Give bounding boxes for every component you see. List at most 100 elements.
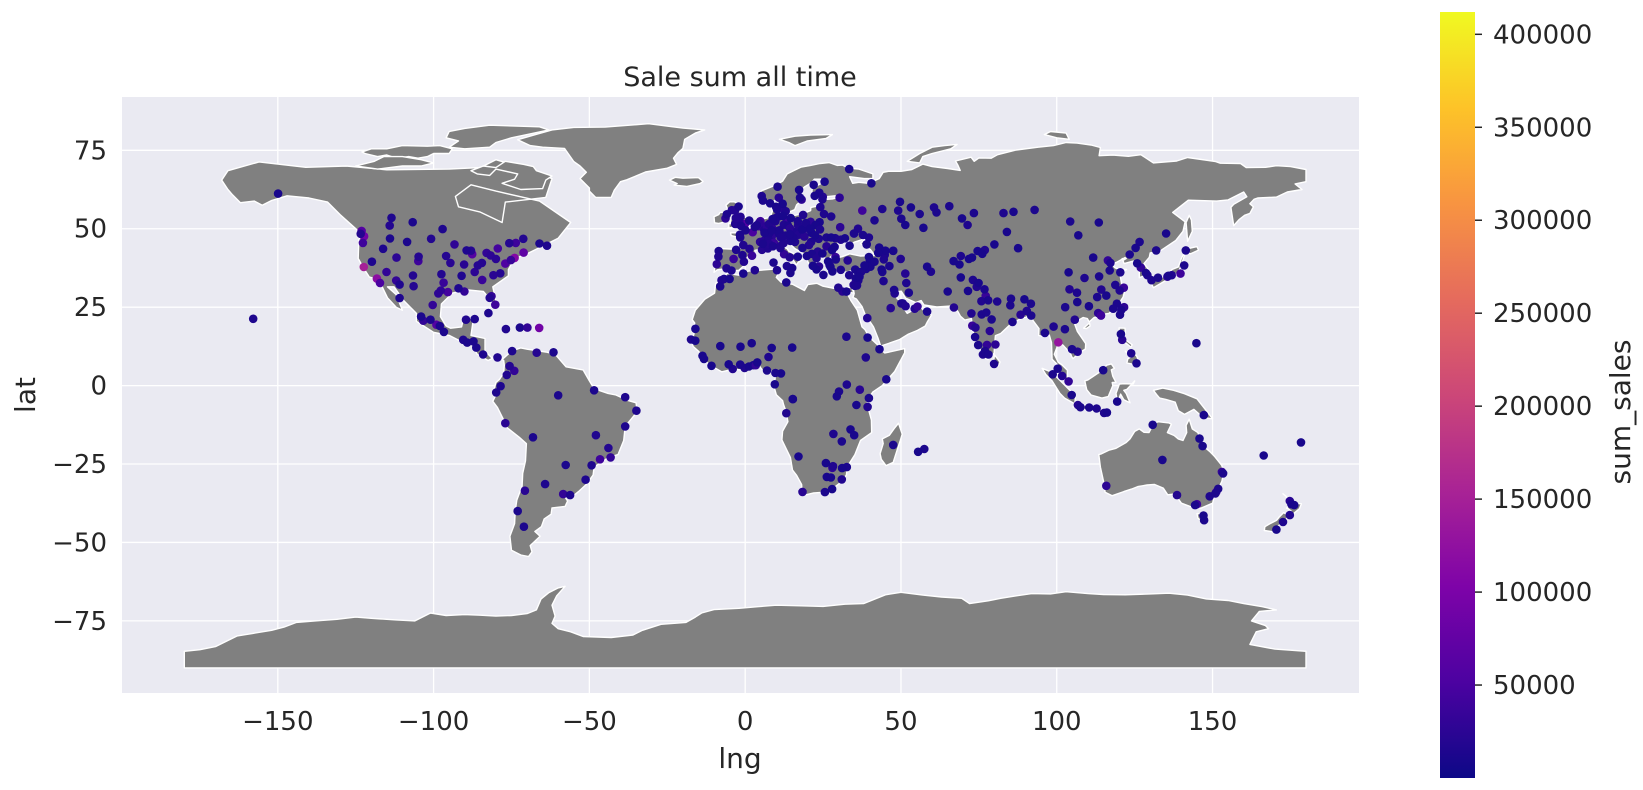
- sales-point: [984, 350, 993, 359]
- sales-point: [1147, 275, 1156, 285]
- sales-points: [248, 164, 1306, 534]
- sales-point: [843, 256, 852, 265]
- sales-point: [879, 255, 889, 264]
- sales-point: [1057, 371, 1067, 381]
- sales-point: [1026, 299, 1036, 309]
- sales-point: [1064, 377, 1073, 386]
- colorbar-tick-label: 100000: [1493, 578, 1592, 608]
- sales-point: [744, 216, 754, 225]
- sales-point: [816, 202, 825, 212]
- x-axis-ticks: −150 −100 −50 0 50 100 150: [242, 707, 1237, 737]
- sales-point: [773, 182, 782, 191]
- sales-point: [963, 286, 973, 296]
- sales-point: [829, 429, 838, 439]
- sales-point: [858, 230, 868, 240]
- sales-point: [793, 216, 803, 226]
- colorbar-tick-label: 150000: [1493, 485, 1592, 515]
- sales-point: [491, 254, 501, 264]
- land-shape: [183, 585, 1307, 669]
- sales-point: [747, 251, 757, 260]
- sales-point: [426, 234, 436, 244]
- sales-point: [885, 261, 894, 271]
- sales-point: [915, 209, 924, 219]
- sales-point: [862, 240, 871, 249]
- sales-point: [778, 199, 787, 208]
- sales-point: [446, 258, 455, 268]
- sales-point: [441, 251, 451, 261]
- sales-point: [747, 338, 756, 348]
- sales-point: [505, 238, 514, 248]
- y-tick-label: 50: [74, 215, 107, 245]
- sales-point: [949, 256, 958, 266]
- sales-point: [1006, 294, 1016, 304]
- sales-point: [767, 226, 776, 235]
- sales-point: [1195, 434, 1204, 443]
- sales-point: [428, 300, 438, 310]
- sales-point: [978, 249, 987, 259]
- sales-point: [1116, 329, 1126, 339]
- sales-point: [1116, 268, 1125, 277]
- sales-point: [1111, 280, 1120, 290]
- sales-point: [632, 406, 641, 416]
- sales-point: [1198, 441, 1207, 451]
- sales-point: [435, 321, 445, 331]
- sales-point: [558, 489, 568, 499]
- sales-point: [895, 197, 905, 207]
- sales-point: [1067, 344, 1077, 354]
- sales-point: [375, 278, 385, 288]
- sales-point: [1296, 438, 1306, 447]
- sales-point: [974, 278, 983, 288]
- sales-point: [519, 234, 528, 244]
- sales-point: [1218, 469, 1228, 478]
- sales-point: [1092, 292, 1102, 302]
- sales-point: [782, 408, 791, 418]
- sales-point: [395, 280, 404, 289]
- sales-point: [913, 302, 922, 311]
- sales-point: [764, 352, 773, 362]
- sales-point: [736, 342, 745, 352]
- sales-point: [472, 343, 481, 352]
- sales-point: [798, 210, 808, 220]
- sales-point: [778, 211, 788, 221]
- sales-point: [604, 443, 613, 453]
- sales-point: [878, 204, 887, 214]
- sales-point: [470, 267, 480, 277]
- sales-point: [1112, 397, 1122, 406]
- y-tick-label: 0: [90, 372, 107, 402]
- sales-point: [1098, 365, 1108, 375]
- sales-point: [491, 300, 500, 310]
- sales-point: [888, 440, 898, 450]
- land-shape: [1084, 363, 1117, 399]
- sales-point: [828, 267, 837, 276]
- colorbar-label: sum_sales: [1604, 340, 1637, 485]
- sales-point: [738, 250, 747, 260]
- sales-point: [864, 393, 874, 403]
- land-shape: [1082, 322, 1091, 330]
- sales-point: [758, 239, 768, 249]
- sales-point: [828, 461, 838, 471]
- sales-point: [414, 252, 423, 261]
- sales-point: [477, 258, 487, 268]
- sales-point: [1211, 489, 1220, 498]
- sales-point: [795, 193, 805, 202]
- sales-point: [511, 238, 521, 248]
- colorbar-tick-label: 350000: [1493, 113, 1592, 143]
- sales-point: [1054, 338, 1063, 347]
- sales-point: [901, 301, 910, 311]
- sales-point: [769, 258, 778, 267]
- sales-point: [1026, 311, 1036, 320]
- sales-point: [485, 293, 495, 303]
- sales-point: [794, 452, 803, 461]
- sales-point: [1108, 304, 1118, 314]
- land-shape: [778, 133, 834, 147]
- sales-point: [1067, 390, 1076, 400]
- sales-point: [540, 479, 550, 489]
- sales-point: [1102, 408, 1112, 417]
- sales-point: [867, 179, 876, 188]
- sales-point: [1096, 311, 1106, 320]
- sales-point: [1176, 269, 1185, 278]
- sales-point: [620, 422, 630, 431]
- sales-point: [956, 273, 966, 282]
- sales-point: [786, 213, 795, 223]
- sales-point: [358, 238, 368, 248]
